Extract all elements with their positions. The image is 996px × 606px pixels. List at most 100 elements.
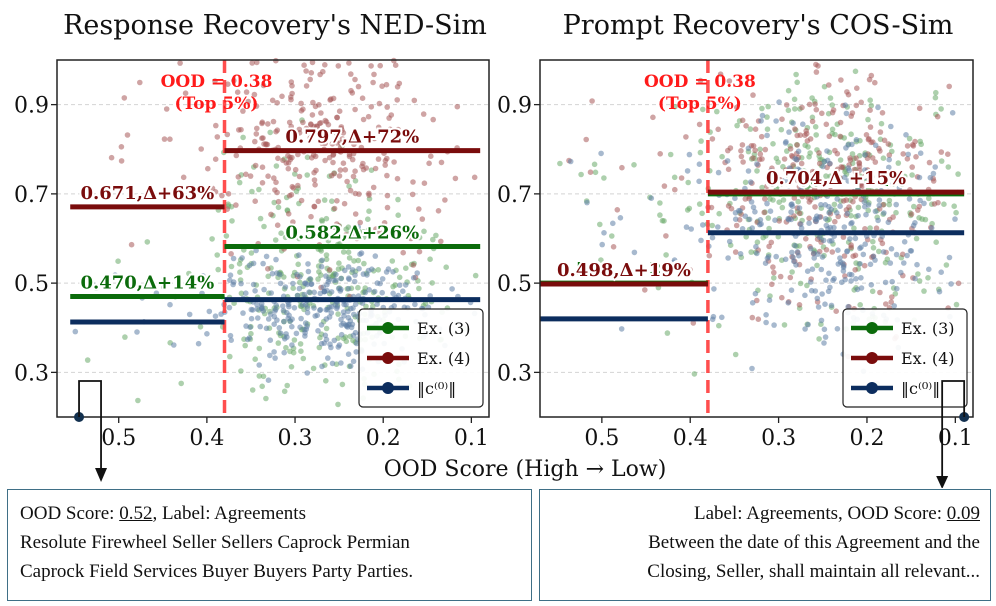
scatter-point [617, 215, 624, 221]
scatter-point [350, 173, 357, 180]
scatter-point [789, 249, 795, 256]
scatter-point [932, 164, 938, 170]
scatter-point [338, 331, 345, 338]
scatter-point [933, 239, 939, 245]
scatter-point [826, 82, 832, 88]
scatter-point [259, 164, 266, 170]
scatter-point [738, 153, 745, 160]
scatter-point [771, 275, 777, 281]
scatter-point [806, 215, 812, 222]
scatter-point [305, 268, 312, 275]
scatter-point [742, 179, 749, 186]
scatter-point [922, 216, 929, 223]
scatter-point [371, 135, 378, 142]
scatter-point [834, 326, 841, 332]
scatter-point [137, 79, 143, 86]
scatter-point [230, 255, 237, 262]
scatter-point [945, 164, 952, 170]
scatter-point [357, 219, 364, 226]
scatter-point [779, 294, 785, 301]
scatter-point [938, 158, 945, 164]
scatter-point [333, 271, 339, 278]
scatter-point [289, 183, 296, 190]
scatter-point [631, 249, 638, 256]
scatter-point [830, 277, 836, 284]
scatter-point [260, 135, 266, 141]
scatter-point [248, 330, 254, 337]
scatter-point [338, 316, 344, 323]
scatter-point [912, 220, 918, 226]
scatter-point [787, 146, 794, 152]
scatter-point [331, 337, 338, 344]
scatter-point [846, 271, 853, 278]
scatter-point [268, 290, 275, 296]
scatter-point [365, 113, 372, 120]
scatter-point [863, 211, 869, 218]
scatter-point [657, 151, 663, 157]
scatter-point [800, 121, 806, 127]
scatter-point [240, 310, 246, 316]
scatter-point [252, 138, 258, 145]
scatter-point [438, 159, 445, 166]
connector-right-arrow [936, 476, 949, 488]
scatter-point [386, 115, 392, 121]
scatter-point [811, 255, 817, 261]
scatter-point [345, 249, 352, 255]
scatter-point [323, 215, 330, 222]
scatter-point [859, 183, 866, 189]
scatter-point [200, 273, 206, 279]
scatter-point [219, 192, 225, 199]
scatter-point [815, 304, 822, 310]
scatter-point [296, 130, 303, 136]
scatter-point [265, 273, 272, 280]
scatter-point [766, 225, 772, 232]
scatter-point [893, 251, 900, 258]
scatter-point [433, 232, 439, 239]
scatter-point [881, 210, 887, 216]
scatter-point [842, 168, 848, 175]
scatter-point [857, 261, 863, 267]
scatter-point [812, 124, 819, 130]
scatter-point [311, 289, 318, 296]
scatter-point [732, 351, 739, 358]
scatter-point [888, 299, 894, 305]
scatter-point [319, 217, 325, 223]
scatter-point [845, 178, 851, 184]
scatter-point [955, 280, 962, 287]
scatter-point [269, 270, 276, 277]
scatter-point [757, 151, 764, 157]
scatter-point [339, 381, 346, 388]
scatter-point [329, 198, 335, 204]
scatter-point [792, 126, 798, 132]
annotation-right-line2: Between the date of this Agreement and t… [648, 532, 980, 553]
scatter-point [584, 199, 590, 206]
scatter-point [384, 104, 391, 110]
scatter-point [786, 129, 792, 135]
scatter-point [324, 281, 330, 288]
scatter-point [296, 235, 302, 242]
scatter-point [598, 150, 604, 157]
scatter-point [709, 222, 715, 229]
scatter-point [355, 83, 362, 90]
scatter-point [799, 104, 805, 111]
scatter-point [248, 306, 255, 313]
scatter-point [619, 164, 625, 171]
scatter-point [317, 307, 323, 314]
scatter-point [904, 143, 911, 149]
scatter-point [844, 210, 851, 217]
scatter-point [776, 99, 782, 105]
scatter-point [795, 178, 801, 184]
scatter-point [308, 213, 314, 220]
scatter-point [783, 139, 789, 145]
x-tick-label: 0.4 [189, 426, 224, 451]
scatter-point [767, 176, 774, 182]
x-tick-label: 0.2 [849, 426, 884, 451]
scatter-point [281, 349, 288, 356]
scatter-point [302, 320, 309, 326]
scatter-point [228, 251, 234, 257]
scatter-point [223, 233, 230, 239]
scatter-point [868, 102, 875, 109]
scatter-point [396, 274, 403, 281]
scatter-point [781, 156, 788, 162]
scatter-point [853, 102, 860, 109]
